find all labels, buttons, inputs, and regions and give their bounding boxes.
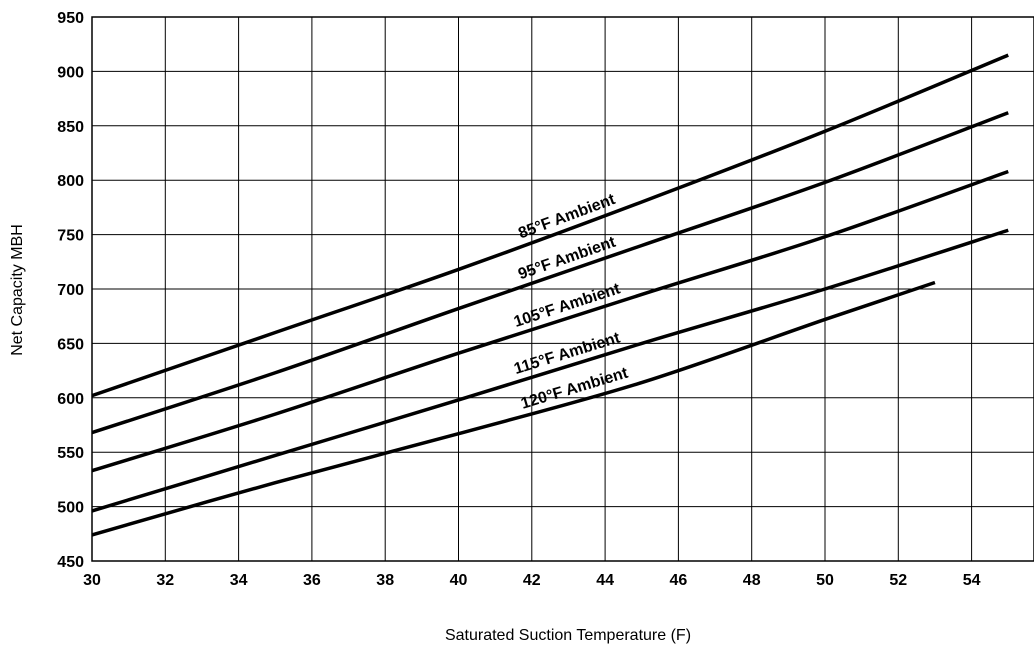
x-tick-label: 54 bbox=[963, 572, 981, 589]
y-tick-label: 550 bbox=[57, 445, 84, 462]
x-tick-label: 52 bbox=[889, 572, 907, 589]
x-tick-label: 30 bbox=[83, 572, 101, 589]
y-tick-label: 750 bbox=[57, 228, 84, 245]
y-tick-labels: 450 500 550 600 650 700 750 800 850 900 950 bbox=[57, 10, 84, 571]
y-tick-label: 950 bbox=[57, 10, 84, 27]
x-tick-label: 50 bbox=[816, 572, 834, 589]
y-axis-title: Net Capacity MBH bbox=[9, 224, 26, 356]
plot-frame bbox=[91, 16, 1034, 562]
x-tick-label: 34 bbox=[230, 572, 248, 589]
x-tick-label: 36 bbox=[303, 572, 321, 589]
x-tick-label: 32 bbox=[156, 572, 174, 589]
y-tick-label: 650 bbox=[57, 336, 84, 353]
y-tick-label: 850 bbox=[57, 119, 84, 136]
grid-lines bbox=[91, 16, 1034, 562]
x-tick-label: 46 bbox=[670, 572, 688, 589]
series-line bbox=[91, 228, 1009, 513]
x-tick-label: 48 bbox=[743, 572, 761, 589]
x-tick-label: 42 bbox=[523, 572, 541, 589]
y-tick-label: 900 bbox=[57, 64, 84, 81]
series-line bbox=[91, 53, 1009, 398]
y-tick-label: 450 bbox=[57, 554, 84, 571]
series-lines bbox=[91, 53, 1009, 537]
y-tick-label: 500 bbox=[57, 500, 84, 517]
x-tick-label: 44 bbox=[596, 572, 614, 589]
series-line bbox=[91, 169, 1009, 473]
y-tick-label: 600 bbox=[57, 391, 84, 408]
series-line bbox=[91, 280, 936, 537]
x-tick-label: 40 bbox=[450, 572, 468, 589]
y-tick-label: 700 bbox=[57, 282, 84, 299]
x-axis-title: Saturated Suction Temperature (F) bbox=[445, 627, 691, 644]
x-tick-labels: 30 32 34 36 38 40 42 44 46 48 50 52 54 bbox=[83, 572, 980, 589]
y-tick-label: 800 bbox=[57, 173, 84, 190]
series-line bbox=[91, 111, 1009, 435]
x-tick-label: 38 bbox=[376, 572, 394, 589]
